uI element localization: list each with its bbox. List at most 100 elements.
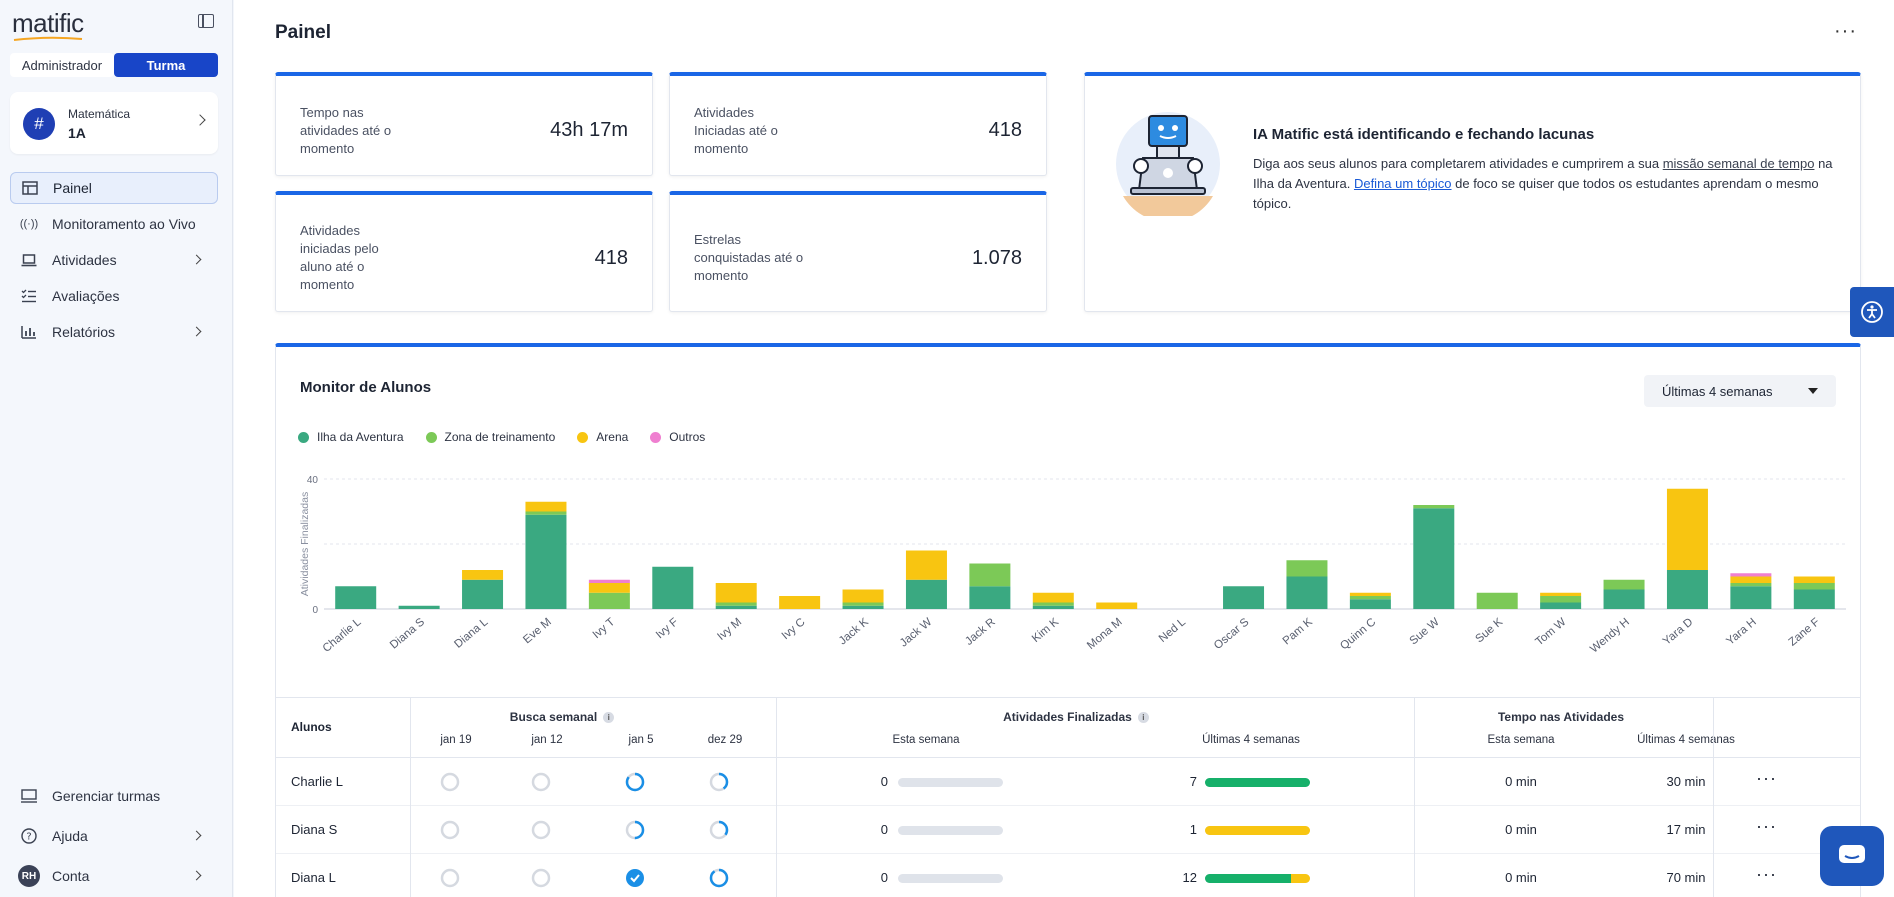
classroom-icon xyxy=(20,787,38,805)
x-tick-label: Pam K xyxy=(1281,616,1315,648)
bar-arena xyxy=(1793,576,1835,583)
bar-arena xyxy=(1032,592,1074,603)
bar-ilha-da-aventura xyxy=(1666,570,1708,609)
nav-relatorios[interactable]: Relatórios xyxy=(10,316,218,348)
week-header: dez 29 xyxy=(707,734,743,746)
row-more-icon[interactable]: ··· xyxy=(1756,864,1777,884)
bar-arena xyxy=(1666,488,1708,570)
bar-zona-de-treinamento xyxy=(1476,592,1518,609)
y-tick-label: 40 xyxy=(307,475,319,486)
collapse-sidebar-icon[interactable] xyxy=(198,14,214,28)
stat-value: 418 xyxy=(594,247,628,269)
x-tick-label: Kim K xyxy=(1030,616,1061,645)
ai-text-part: Diga aos seus alunos para completarem at… xyxy=(1253,156,1663,171)
progress-bar-this-week xyxy=(898,826,1003,835)
nav-ajuda[interactable]: ? Ajuda xyxy=(10,820,218,852)
legend-dot xyxy=(425,431,437,443)
weekly-mission-link[interactable]: missão semanal de tempo xyxy=(1662,156,1815,171)
x-tick-label: Yara H xyxy=(1724,616,1758,648)
legend-item-arena[interactable]: Arena xyxy=(577,430,628,444)
x-tick-label: Eve M xyxy=(521,616,554,646)
nav-avaliacoes[interactable]: Avaliações xyxy=(10,280,218,312)
more-options-icon[interactable]: ··· xyxy=(1834,20,1857,42)
progress-ring-icon xyxy=(626,869,644,887)
time-this-week: 0 min xyxy=(1505,774,1537,789)
bar-arena xyxy=(1730,576,1772,583)
x-tick-label: Ivy C xyxy=(780,616,808,642)
table-row[interactable]: Diana L 0 12 0 min 70 min ··· xyxy=(276,854,1860,897)
bar-ilha-da-aventura xyxy=(1223,586,1265,609)
stat-label: Atividades iniciadas pelo aluno até o mo… xyxy=(300,223,379,292)
student-name[interactable]: Diana S xyxy=(291,822,338,837)
week-header: jan 5 xyxy=(628,734,654,746)
legend-item-zona[interactable]: Zona de treinamento xyxy=(425,430,555,444)
x-tick-label: Sue K xyxy=(1473,616,1505,646)
x-tick-label: Jack K xyxy=(837,616,871,648)
finished-this-week: 0 xyxy=(880,774,888,789)
bar-arena xyxy=(1540,592,1582,596)
y-tick-label: 0 xyxy=(312,605,318,616)
row-more-icon[interactable]: ··· xyxy=(1756,816,1777,836)
chat-button[interactable] xyxy=(1820,826,1884,886)
stat-value: 43h 17m xyxy=(550,119,628,141)
stat-label: Atividades Iniciadas até o momento xyxy=(694,105,778,156)
class-selector[interactable]: # Matemática 1A xyxy=(10,92,218,154)
monitor-title: Monitor de Alunos xyxy=(300,379,432,396)
nav-atividades[interactable]: Atividades xyxy=(10,244,218,276)
last4-header: Últimas 4 semanas xyxy=(1202,734,1300,746)
this-week-header: Esta semana xyxy=(1487,734,1555,746)
ai-text-part: de foco se quiser que todos os estudante… xyxy=(1253,176,1819,211)
hash-icon: # xyxy=(23,108,55,140)
info-icon[interactable]: i xyxy=(603,712,615,723)
bar-arena xyxy=(588,583,630,593)
bar-zona-de-treinamento xyxy=(525,511,567,515)
week-header: jan 19 xyxy=(440,734,472,746)
time-this-week: 0 min xyxy=(1505,822,1537,837)
students-table: Alunos Busca semanal i jan 19 jan 12 jan … xyxy=(276,697,1860,897)
progress-bar-fill xyxy=(1291,874,1310,883)
define-topic-link[interactable]: Defina um tópico xyxy=(1353,176,1452,191)
x-tick-label: Charlie L xyxy=(321,616,364,655)
chevron-right-icon xyxy=(191,254,202,265)
column-divider xyxy=(776,698,777,897)
nav-monitoramento[interactable]: ((·)) Monitoramento ao Vivo xyxy=(10,208,218,240)
x-tick-label: Diana L xyxy=(452,616,491,651)
info-icon[interactable]: i xyxy=(1137,712,1149,723)
accessibility-button[interactable] xyxy=(1850,287,1894,337)
col-search-label: Busca semanal xyxy=(509,710,598,724)
ai-card-text: Diga aos seus alunos para completarem at… xyxy=(1253,154,1843,214)
matific-logo[interactable]: matific xyxy=(12,8,84,38)
legend-label: Outros xyxy=(669,430,706,444)
bar-ilha-da-aventura xyxy=(1730,586,1772,609)
date-range-select[interactable]: Últimas 4 semanas xyxy=(1644,375,1836,407)
x-tick-label: Jack W xyxy=(898,616,935,650)
nav-conta[interactable]: RH Conta xyxy=(10,860,218,892)
dashboard-icon xyxy=(21,179,39,197)
bar-arena xyxy=(715,583,757,603)
legend-item-ilha[interactable]: Ilha da Aventura xyxy=(298,430,404,444)
time-this-week: 0 min xyxy=(1505,870,1537,885)
student-name[interactable]: Charlie L xyxy=(291,774,344,789)
bar-zona-de-treinamento xyxy=(1793,583,1835,590)
progress-ring-icon xyxy=(531,868,551,888)
student-name[interactable]: Diana L xyxy=(291,870,336,885)
ai-info-card: IA Matific está identificando e fechando… xyxy=(1084,72,1861,312)
progress-bar-last4 xyxy=(1205,874,1310,883)
role-admin-button[interactable]: Administrador xyxy=(10,53,114,77)
nav-painel[interactable]: Painel xyxy=(10,172,218,204)
table-row[interactable]: Charlie L 0 7 0 min 30 min ··· xyxy=(276,758,1860,806)
nav-gerenciar-turmas[interactable]: Gerenciar turmas xyxy=(10,780,218,812)
robot-illustration-icon xyxy=(1116,112,1220,216)
week-header: jan 12 xyxy=(531,734,563,746)
role-toggle: Administrador Turma xyxy=(10,53,218,77)
table-row[interactable]: Diana S 0 1 0 min 17 min ··· xyxy=(276,806,1860,854)
role-class-button[interactable]: Turma xyxy=(114,53,218,77)
legend-item-outros[interactable]: Outros xyxy=(650,430,705,444)
bar-ilha-da-aventura xyxy=(335,586,377,609)
progress-bar-last4 xyxy=(1205,826,1310,835)
row-more-icon[interactable]: ··· xyxy=(1756,768,1777,788)
bar-zona-de-treinamento xyxy=(588,592,630,609)
progress-ring-icon xyxy=(625,820,645,840)
progress-ring-icon xyxy=(440,772,460,792)
